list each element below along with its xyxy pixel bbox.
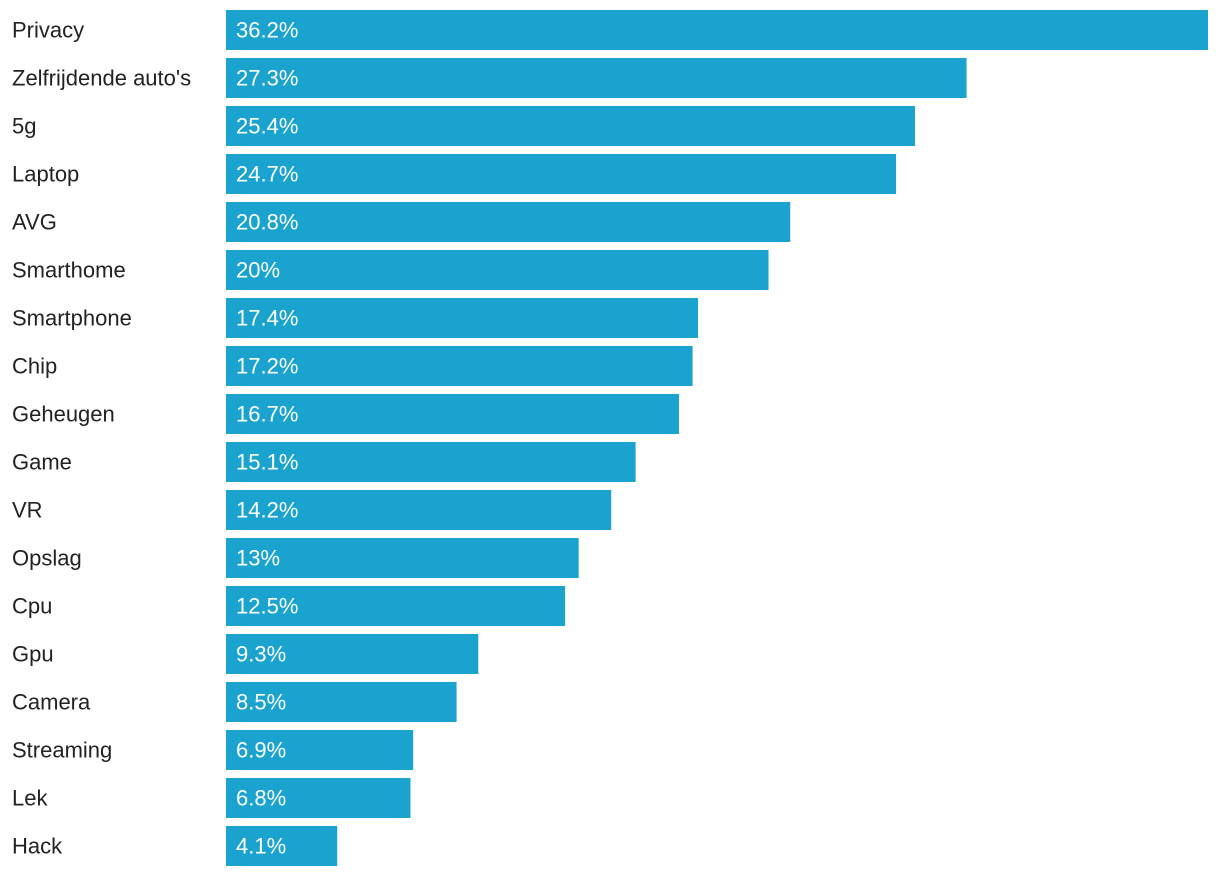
category-label: Zelfrijdende auto's — [12, 66, 191, 91]
category-label: Hack — [12, 834, 63, 859]
bar — [226, 250, 769, 290]
bar — [226, 442, 636, 482]
category-label: Cpu — [12, 594, 52, 619]
bar-value-label: 12.5% — [236, 594, 298, 619]
bar — [226, 10, 1208, 50]
bar — [226, 154, 897, 194]
bar — [226, 394, 680, 434]
bar-value-label: 20% — [236, 258, 280, 283]
bar-value-label: 36.2% — [236, 18, 298, 43]
bar — [226, 778, 411, 818]
bar-value-label: 25.4% — [236, 114, 298, 139]
category-label: Game — [12, 450, 72, 475]
bar — [226, 298, 699, 338]
category-label: 5g — [12, 114, 36, 139]
category-label: Laptop — [12, 162, 79, 187]
category-label: Geheugen — [12, 402, 115, 427]
category-label: VR — [12, 498, 43, 523]
category-label: Privacy — [12, 18, 84, 43]
bar-value-label: 13% — [236, 546, 280, 571]
category-label: Smartphone — [12, 306, 132, 331]
category-label: Lek — [12, 786, 48, 811]
bar — [226, 202, 791, 242]
category-label: Gpu — [12, 642, 54, 667]
bar — [226, 538, 579, 578]
bar-value-label: 15.1% — [236, 450, 298, 475]
bar-value-label: 16.7% — [236, 402, 298, 427]
category-label: Camera — [12, 690, 91, 715]
bar-value-label: 24.7% — [236, 162, 298, 187]
category-labels: Privacy Zelfrijdende auto's 5g Laptop AVG Sma… — [12, 18, 191, 859]
category-label: Streaming — [12, 738, 112, 763]
bar-value-label: 20.8% — [236, 210, 298, 235]
category-label: Smarthome — [12, 258, 126, 283]
bar-value-label: 14.2% — [236, 498, 298, 523]
bar — [226, 634, 479, 674]
bar — [226, 730, 414, 770]
bar — [226, 58, 967, 98]
bar — [226, 346, 693, 386]
bar-value-label: 17.2% — [236, 354, 298, 379]
bar — [226, 682, 457, 722]
bar-value-label: 9.3% — [236, 642, 286, 667]
category-label: Chip — [12, 354, 57, 379]
category-label: Opslag — [12, 546, 82, 571]
bar — [226, 490, 612, 530]
bar-value-label: 6.9% — [236, 738, 286, 763]
bar-value-label: 6.8% — [236, 786, 286, 811]
bar — [226, 586, 566, 626]
bar — [226, 826, 338, 866]
bar-value-label: 8.5% — [236, 690, 286, 715]
bar-value-label: 17.4% — [236, 306, 298, 331]
bar — [226, 106, 916, 146]
category-label: AVG — [12, 210, 57, 235]
bars: 36.2% 27.3% 25.4% 24.7% 20.8% 20% 17.4% 17.2% 16… — [226, 10, 1208, 866]
bar-value-label: 27.3% — [236, 66, 298, 91]
bar-value-label: 4.1% — [236, 834, 286, 859]
